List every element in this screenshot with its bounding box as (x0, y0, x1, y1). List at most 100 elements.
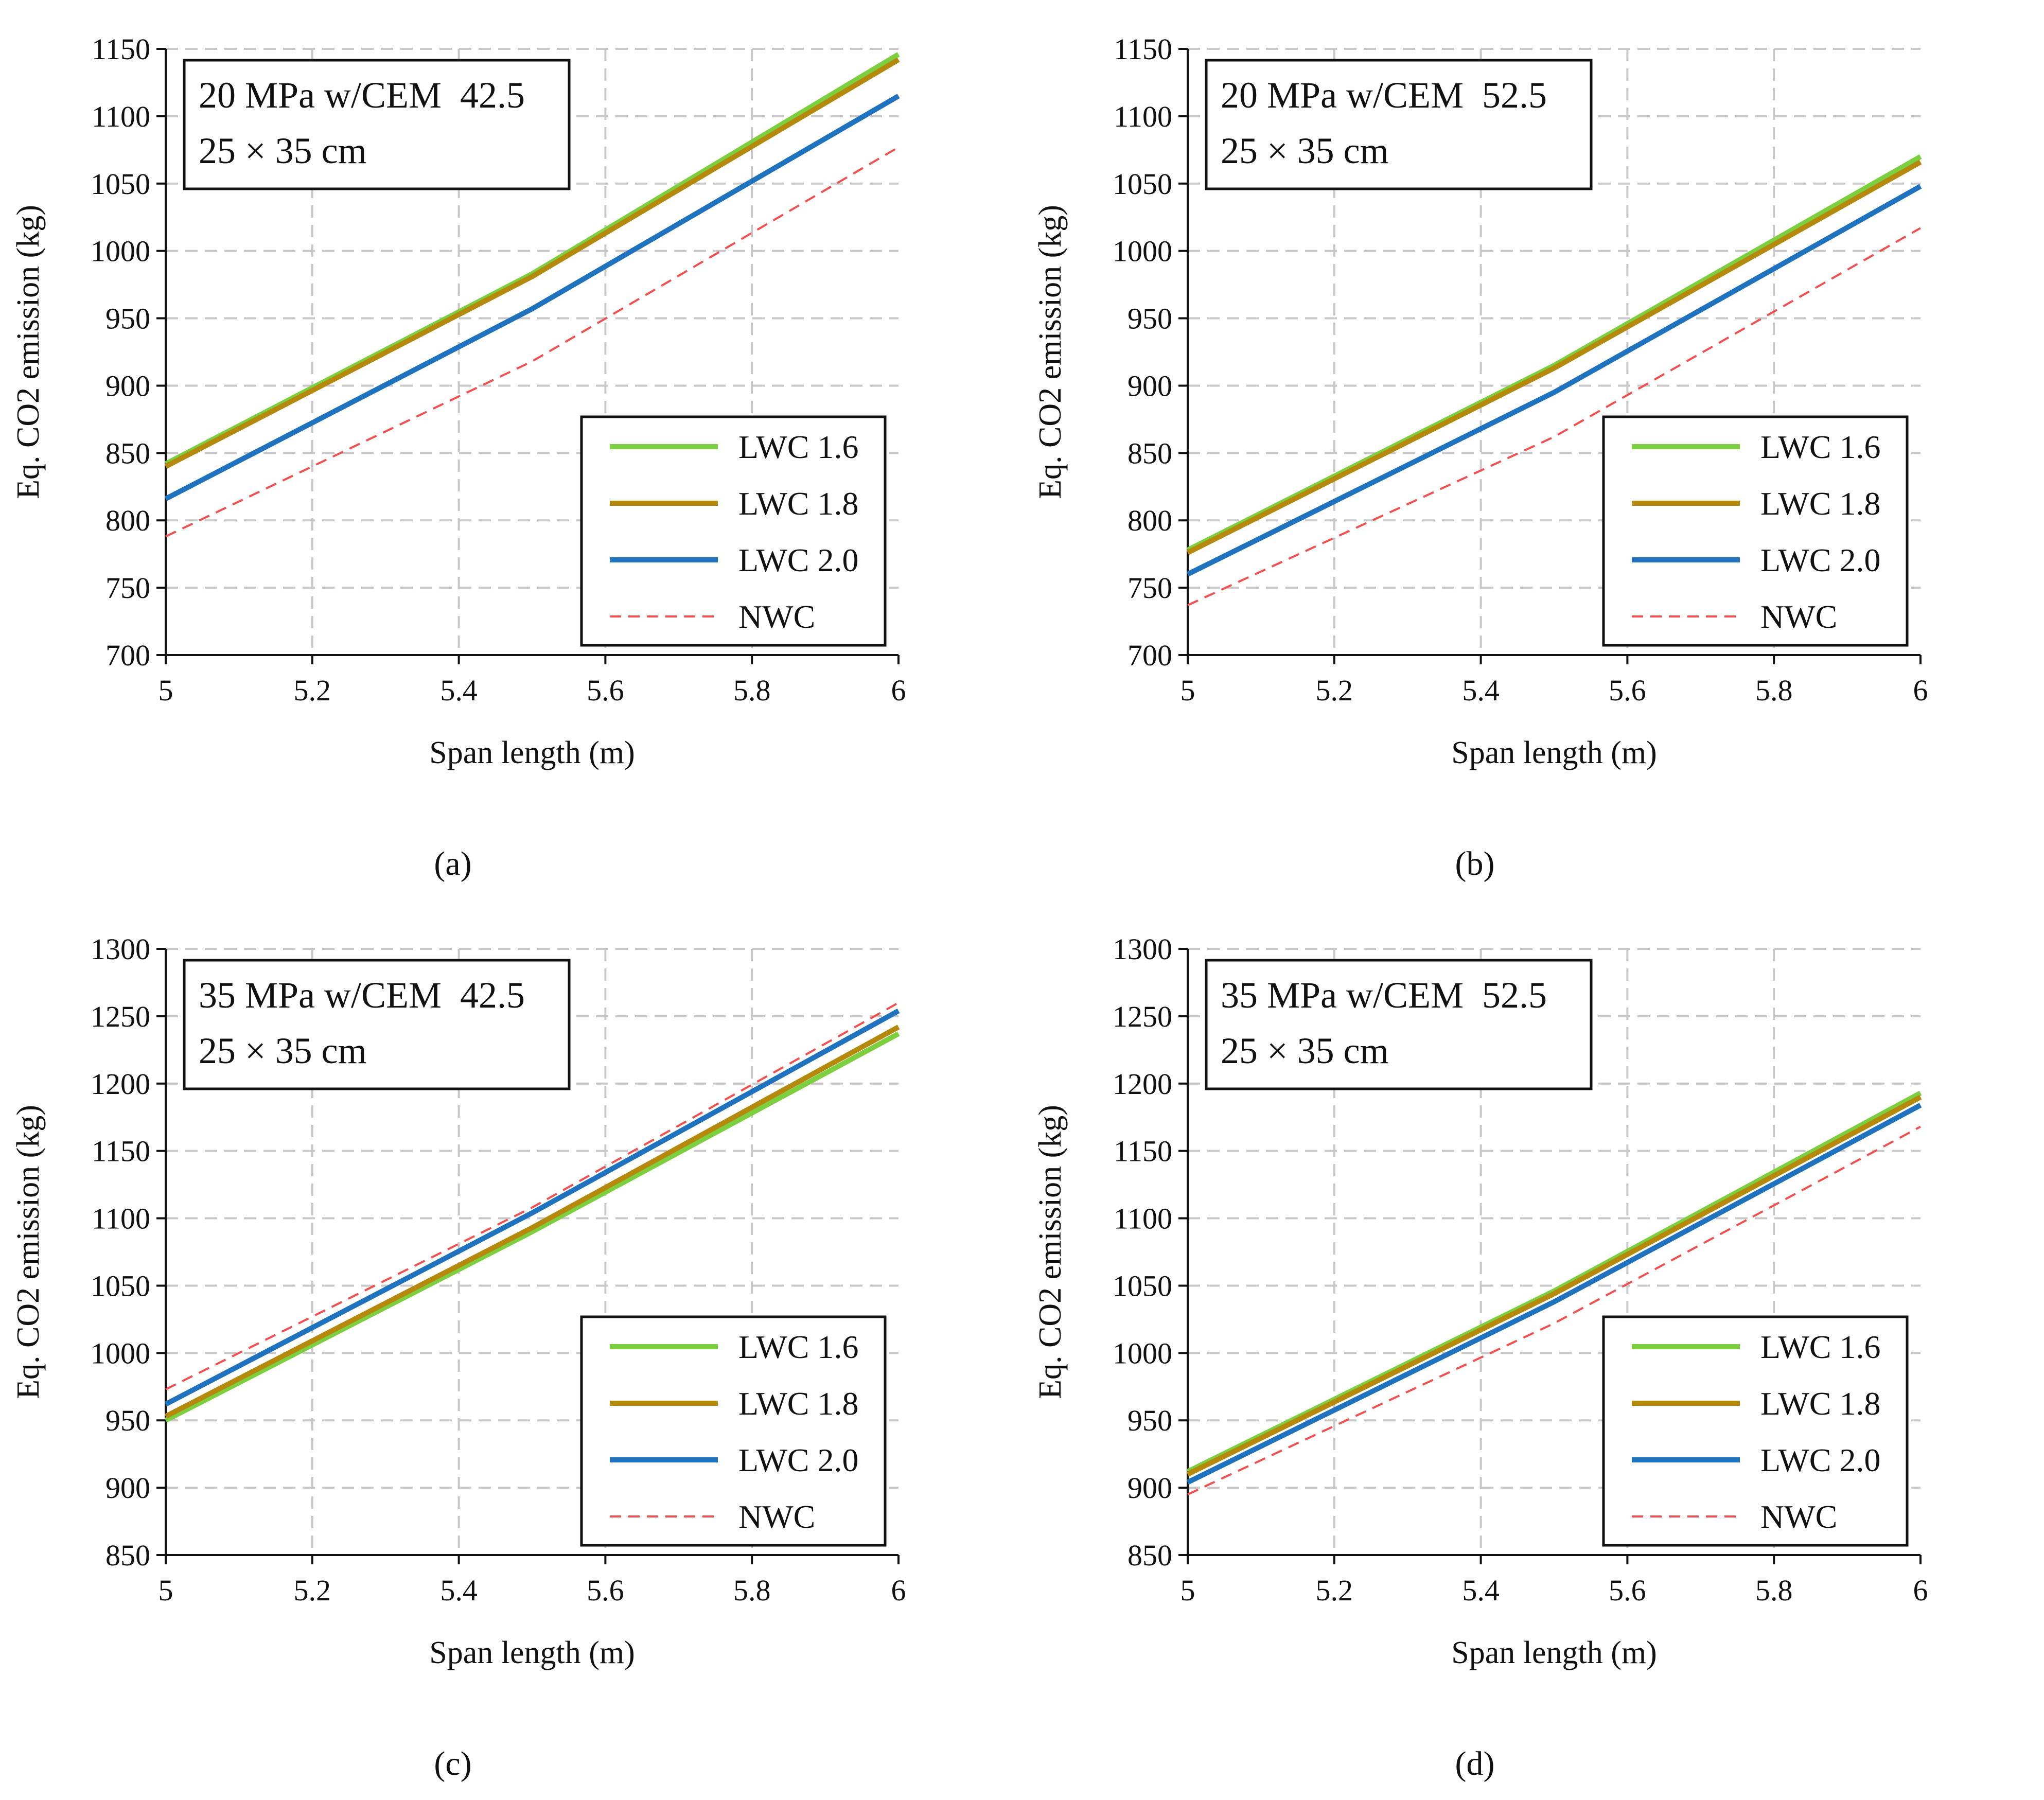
y-tick-label: 700 (105, 639, 150, 672)
legend-label-lwc-2-0: LWC 2.0 (1760, 1442, 1880, 1478)
annotation-line: 20 MPa w/CEM 42.5 (199, 75, 525, 116)
y-tick-label: 850 (1127, 1539, 1172, 1572)
annotation-line: 25 × 35 cm (199, 1030, 367, 1071)
x-tick-label: 5.4 (1462, 674, 1500, 707)
y-tick-label: 1100 (92, 1202, 150, 1236)
series-line-lwc-2-0 (164, 1009, 900, 1407)
legend-label-lwc-2-0: LWC 2.0 (738, 542, 858, 578)
x-axis-title: Span length (m) (1451, 735, 1657, 770)
y-tick-label: 1200 (91, 1067, 150, 1101)
y-tick-label: 1200 (1113, 1067, 1172, 1101)
x-tick-label: 5.4 (440, 674, 478, 707)
y-tick-label: 1150 (92, 32, 150, 66)
annotation-line: 20 MPa w/CEM 52.5 (1221, 75, 1547, 116)
y-axis-title: Eq. CO2 emission (kg) (1033, 205, 1068, 499)
legend-label-lwc-1-6: LWC 1.6 (1760, 429, 1880, 465)
legend-label-lwc-1-8: LWC 1.8 (738, 1385, 858, 1422)
x-tick-label: 5.2 (1316, 674, 1353, 707)
y-tick-label: 950 (105, 302, 150, 336)
x-tick-label: 5.2 (294, 674, 331, 707)
y-tick-label: 1100 (92, 100, 150, 133)
chart-svg: 700 750 800 850 900 950 1000 1050 1100 1150 5 5.2 5.… (11, 32, 906, 883)
chart-panel-d: 850 900 950 1000 1050 1100 1150 1200 1250 1300 5 5.… (1022, 900, 2044, 1800)
x-tick-label: 5 (158, 1574, 173, 1607)
y-tick-label: 950 (105, 1404, 150, 1437)
legend-label-lwc-1-6: LWC 1.6 (738, 1329, 858, 1365)
x-tick-label: 5.8 (733, 674, 771, 707)
series-line-lwc-1-8 (1186, 1095, 1922, 1477)
x-tick-label: 5 (1180, 1574, 1195, 1607)
x-tick-label: 6 (891, 1574, 906, 1607)
x-tick-label: 5 (1180, 674, 1195, 707)
y-tick-label: 1000 (91, 1336, 150, 1370)
annotation-box (1205, 959, 1593, 1090)
legend-label-lwc-1-8: LWC 1.8 (738, 485, 858, 522)
chart-panel-b: 700 750 800 850 900 950 1000 1050 1100 1150 5 5.2 5.… (1022, 0, 2044, 900)
y-tick-label: 900 (105, 1471, 150, 1505)
y-tick-label: 900 (1127, 1471, 1172, 1505)
y-tick-label: 800 (1127, 504, 1172, 537)
x-axis-title: Span length (m) (429, 735, 635, 770)
chart-svg: 850 900 950 1000 1050 1100 1150 1200 1250 1300 5 5.… (1033, 932, 1928, 1783)
y-tick-label: 850 (105, 436, 150, 470)
y-tick-label: 1050 (91, 167, 150, 201)
series-line-lwc-2-0 (1186, 1103, 1922, 1485)
y-tick-label: 1050 (91, 1269, 150, 1302)
panel-label: (b) (1455, 845, 1495, 883)
annotation-line: 25 × 35 cm (199, 130, 367, 171)
legend-label-nwc: NWC (738, 1498, 815, 1535)
legend-label-nwc: NWC (1760, 598, 1837, 635)
legend-label-nwc: NWC (1760, 1498, 1837, 1535)
y-tick-label: 1000 (91, 235, 150, 268)
y-tick-label: 800 (105, 504, 150, 537)
x-tick-label: 5.2 (1316, 1574, 1353, 1607)
legend-label-nwc: NWC (738, 598, 815, 635)
x-tick-label: 5.4 (440, 1574, 478, 1607)
series-line-lwc-1-8 (164, 1025, 900, 1419)
legend-label-lwc-1-8: LWC 1.8 (1760, 485, 1880, 522)
annotation-line: 35 MPa w/CEM 52.5 (1221, 975, 1547, 1016)
series-line-nwc (165, 1001, 899, 1390)
series-line-nwc (1187, 227, 1921, 606)
panel-label: (c) (434, 1745, 471, 1783)
annotation-box (183, 59, 571, 190)
legend-label-lwc-1-8: LWC 1.8 (1760, 1385, 1880, 1422)
legend-box (1602, 1315, 1909, 1547)
chart-svg: 850 900 950 1000 1050 1100 1150 1200 1250 1300 5 5.… (11, 932, 906, 1783)
y-tick-label: 1150 (1114, 1135, 1172, 1168)
x-tick-label: 5.6 (1609, 674, 1646, 707)
x-axis-title: Span length (m) (1451, 1635, 1657, 1670)
series-line-lwc-1-8 (1186, 160, 1922, 555)
chart-panel-a: 700 750 800 850 900 950 1000 1050 1100 1150 5 5.2 5.… (0, 0, 1022, 900)
y-tick-label: 1000 (1113, 1336, 1172, 1370)
x-tick-label: 5.6 (587, 1574, 624, 1607)
annotation-line: 25 × 35 cm (1221, 1030, 1389, 1071)
y-axis-title: Eq. CO2 emission (kg) (11, 205, 46, 499)
chart-svg: 700 750 800 850 900 950 1000 1050 1100 1150 5 5.2 5.… (1033, 32, 1928, 883)
series-line-lwc-2-0 (164, 94, 900, 501)
y-axis-title: Eq. CO2 emission (kg) (1033, 1105, 1068, 1399)
x-tick-label: 5.6 (1609, 1574, 1646, 1607)
series-line-nwc (165, 146, 900, 538)
x-tick-label: 5.8 (733, 1574, 771, 1607)
y-tick-label: 1100 (1114, 1202, 1172, 1236)
y-tick-label: 700 (1127, 639, 1172, 672)
annotation-box (183, 959, 571, 1090)
y-tick-label: 900 (1127, 369, 1172, 402)
x-axis-title: Span length (m) (429, 1635, 635, 1670)
x-tick-label: 6 (891, 674, 906, 707)
y-tick-label: 1300 (1113, 932, 1172, 966)
legend-label-lwc-2-0: LWC 2.0 (1760, 542, 1880, 578)
x-tick-label: 5.8 (1755, 1574, 1793, 1607)
series-line-nwc (1187, 1125, 1921, 1496)
y-tick-label: 850 (1127, 436, 1172, 470)
y-tick-label: 1050 (1113, 167, 1172, 201)
legend-box (1602, 415, 1909, 647)
x-tick-label: 5.8 (1755, 674, 1793, 707)
y-tick-label: 950 (1127, 302, 1172, 336)
y-tick-label: 750 (105, 571, 150, 605)
series-line-lwc-1-6 (164, 1031, 900, 1423)
annotation-line: 35 MPa w/CEM 42.5 (199, 975, 525, 1016)
y-tick-label: 850 (105, 1539, 150, 1572)
y-tick-label: 750 (1127, 571, 1172, 605)
